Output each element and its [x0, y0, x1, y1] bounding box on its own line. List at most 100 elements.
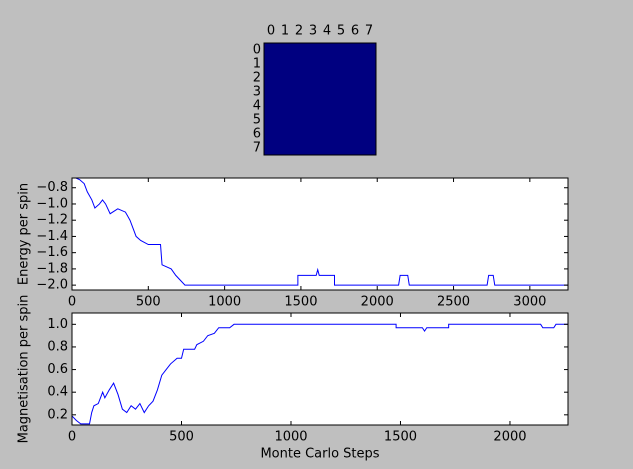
cell	[264, 99, 279, 114]
cell	[306, 71, 321, 86]
x-tick-label: 0	[68, 295, 76, 310]
x-tick-label: 500	[136, 295, 161, 310]
cell	[306, 85, 321, 100]
x-tick-label: 500	[169, 430, 194, 445]
x-tick-label: 2500	[437, 295, 470, 310]
cell	[292, 113, 307, 128]
plot-area	[72, 313, 568, 425]
cell	[278, 43, 293, 58]
cell	[362, 99, 377, 114]
x-tick-label: 2000	[493, 430, 526, 445]
cell	[362, 85, 377, 100]
y-tick-label: −1.8	[36, 261, 68, 276]
cell	[278, 99, 293, 114]
plot-area	[72, 178, 568, 290]
cell	[348, 113, 363, 128]
cell	[348, 43, 363, 58]
y-tick-label: 1	[253, 57, 261, 72]
cell	[320, 99, 335, 114]
y-tick-label: −1.2	[36, 213, 68, 228]
x-tick-label: 1500	[384, 430, 417, 445]
x-tick-label: 1000	[274, 430, 307, 445]
y-tick-label: −0.8	[36, 180, 68, 195]
y-tick-label: −2.0	[36, 278, 68, 293]
cell	[362, 127, 377, 142]
cell	[278, 85, 293, 100]
cell	[320, 141, 335, 156]
cell	[306, 141, 321, 156]
cell	[320, 113, 335, 128]
cell	[320, 85, 335, 100]
cell	[264, 43, 279, 58]
cell	[348, 57, 363, 72]
cell	[264, 57, 279, 72]
cell	[334, 43, 349, 58]
y-tick-label: −1.4	[36, 229, 68, 244]
cell	[264, 85, 279, 100]
cell	[362, 141, 377, 156]
cell	[306, 57, 321, 72]
x-tick-label: 1	[281, 24, 289, 39]
x-tick-label: 5	[337, 24, 345, 39]
line	[74, 178, 568, 286]
line	[72, 323, 568, 425]
y-tick-label: −1.0	[36, 196, 68, 211]
cell	[348, 85, 363, 100]
cell	[306, 99, 321, 114]
cell	[320, 71, 335, 86]
y-tick-label: 1.0	[47, 317, 68, 332]
cell	[334, 141, 349, 156]
cell	[278, 57, 293, 72]
cell	[292, 127, 307, 142]
y-tick-label: 0.6	[47, 362, 68, 377]
cell	[348, 141, 363, 156]
cell	[306, 43, 321, 58]
x-tick-label: 0	[267, 24, 275, 39]
x-tick-label: 1500	[284, 295, 317, 310]
cell	[292, 99, 307, 114]
cell	[348, 127, 363, 142]
cell	[306, 127, 321, 142]
frame	[263, 42, 377, 156]
cell	[264, 113, 279, 128]
x-tick-label: 4	[323, 24, 331, 39]
cell	[362, 43, 377, 58]
x-tick-label: 3000	[513, 295, 546, 310]
y-axis-label: Energy per spin	[17, 183, 32, 285]
cell	[264, 71, 279, 86]
y-tick-label: 0	[253, 43, 261, 58]
x-tick-label: 0	[68, 430, 76, 445]
x-tick-label: 2	[295, 24, 303, 39]
y-tick-label: 0.8	[47, 339, 68, 354]
cell	[292, 141, 307, 156]
cell	[334, 99, 349, 114]
frame	[71, 177, 569, 291]
cell	[334, 57, 349, 72]
cell	[362, 113, 377, 128]
cell	[348, 99, 363, 114]
y-tick-label: 7	[253, 141, 261, 156]
cell	[362, 71, 377, 86]
cell	[334, 127, 349, 142]
cell	[320, 127, 335, 142]
x-axis-label: Monte Carlo Steps	[260, 447, 379, 462]
y-tick-label: 5	[253, 113, 261, 128]
x-tick-label: 1000	[208, 295, 241, 310]
cell	[292, 43, 307, 58]
cell	[306, 113, 321, 128]
x-tick-label: 6	[351, 24, 359, 39]
y-tick-label: 0.2	[47, 407, 68, 422]
cell	[292, 57, 307, 72]
frame	[71, 312, 569, 426]
cell	[362, 57, 377, 72]
cell	[320, 43, 335, 58]
y-tick-label: 0.4	[47, 385, 68, 400]
cell	[278, 127, 293, 142]
cell	[334, 85, 349, 100]
cell	[278, 113, 293, 128]
cell	[348, 71, 363, 86]
y-tick-label: 6	[253, 127, 261, 142]
cell	[320, 57, 335, 72]
x-tick-label: 3	[309, 24, 317, 39]
